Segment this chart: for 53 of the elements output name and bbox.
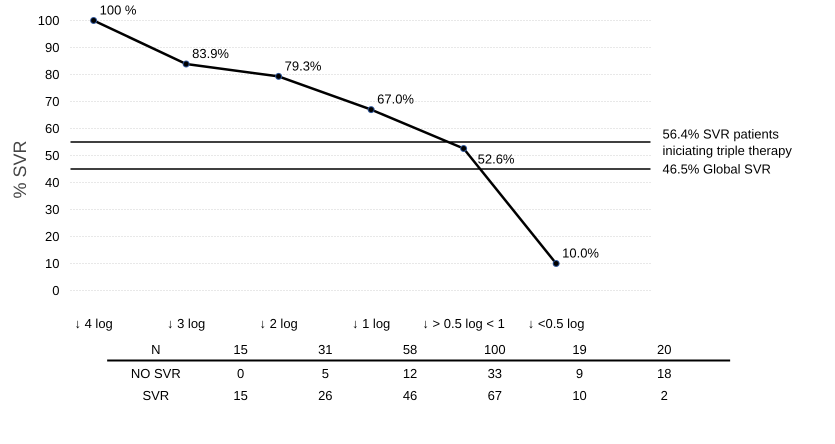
text: 26	[318, 388, 333, 403]
y-tick-label: 40	[45, 175, 60, 190]
text: 33	[488, 366, 502, 381]
data-label: 52.6%	[478, 151, 515, 166]
y-tick-label: 50	[45, 148, 60, 163]
y-tick-label: 70	[45, 94, 60, 109]
text: NO SVR	[130, 366, 181, 381]
y-tick-label: 20	[45, 229, 60, 244]
point	[275, 72, 282, 80]
y-tick-label: 0	[52, 283, 60, 298]
y-tick-label: 30	[45, 202, 60, 217]
data-label: 100 %	[100, 2, 137, 18]
y-tick-label: 10	[45, 256, 60, 271]
text: 15	[233, 388, 248, 403]
text: 18	[657, 366, 672, 381]
x-tick-label: ↓ > 0.5 log < 1	[422, 316, 505, 331]
text: 0	[236, 366, 244, 381]
text: 100	[484, 342, 506, 357]
text: 15	[233, 342, 248, 357]
text: 12	[402, 366, 418, 381]
x-tick-label: ↓ 4 log	[74, 316, 113, 331]
text: 2	[660, 388, 668, 403]
point	[368, 106, 375, 114]
text: 10	[572, 388, 587, 403]
text: 67	[488, 388, 502, 403]
text: 9	[576, 366, 584, 381]
data-label: 79.3%	[284, 58, 322, 74]
text: SVR	[142, 388, 170, 403]
text: 31	[318, 342, 333, 357]
point	[182, 60, 190, 68]
text: N	[151, 342, 161, 357]
y-tick-label: 100	[38, 13, 60, 28]
point	[460, 144, 468, 152]
point	[552, 260, 560, 267]
point	[90, 17, 98, 24]
y-tick-label: 90	[45, 40, 60, 55]
text: 46	[402, 388, 418, 403]
x-tick-label: ↓ 3 log	[166, 316, 206, 331]
data-label: 67.0%	[377, 92, 414, 107]
y-axis-title: % SVR	[10, 140, 30, 199]
ref-line-label: 56.4% SVR patients iniciating triple therapy	[662, 126, 792, 158]
x-tick-label: ↓ 2 log	[259, 316, 298, 331]
x-tick-label: ↓ <0.5 log	[528, 316, 585, 331]
data-label: 10.0%	[562, 246, 600, 260]
data-label: 83.9%	[192, 46, 230, 61]
text: 58	[402, 342, 418, 357]
x-tick-label: ↓ 1 log	[352, 316, 390, 331]
y-tick-label: 60	[45, 121, 60, 136]
text: 5	[322, 366, 329, 381]
y-tick-label: 80	[45, 67, 60, 82]
text: 19	[572, 342, 587, 357]
text: 20	[657, 342, 672, 357]
ref-line-label: 46.5% Global SVR	[662, 162, 771, 176]
